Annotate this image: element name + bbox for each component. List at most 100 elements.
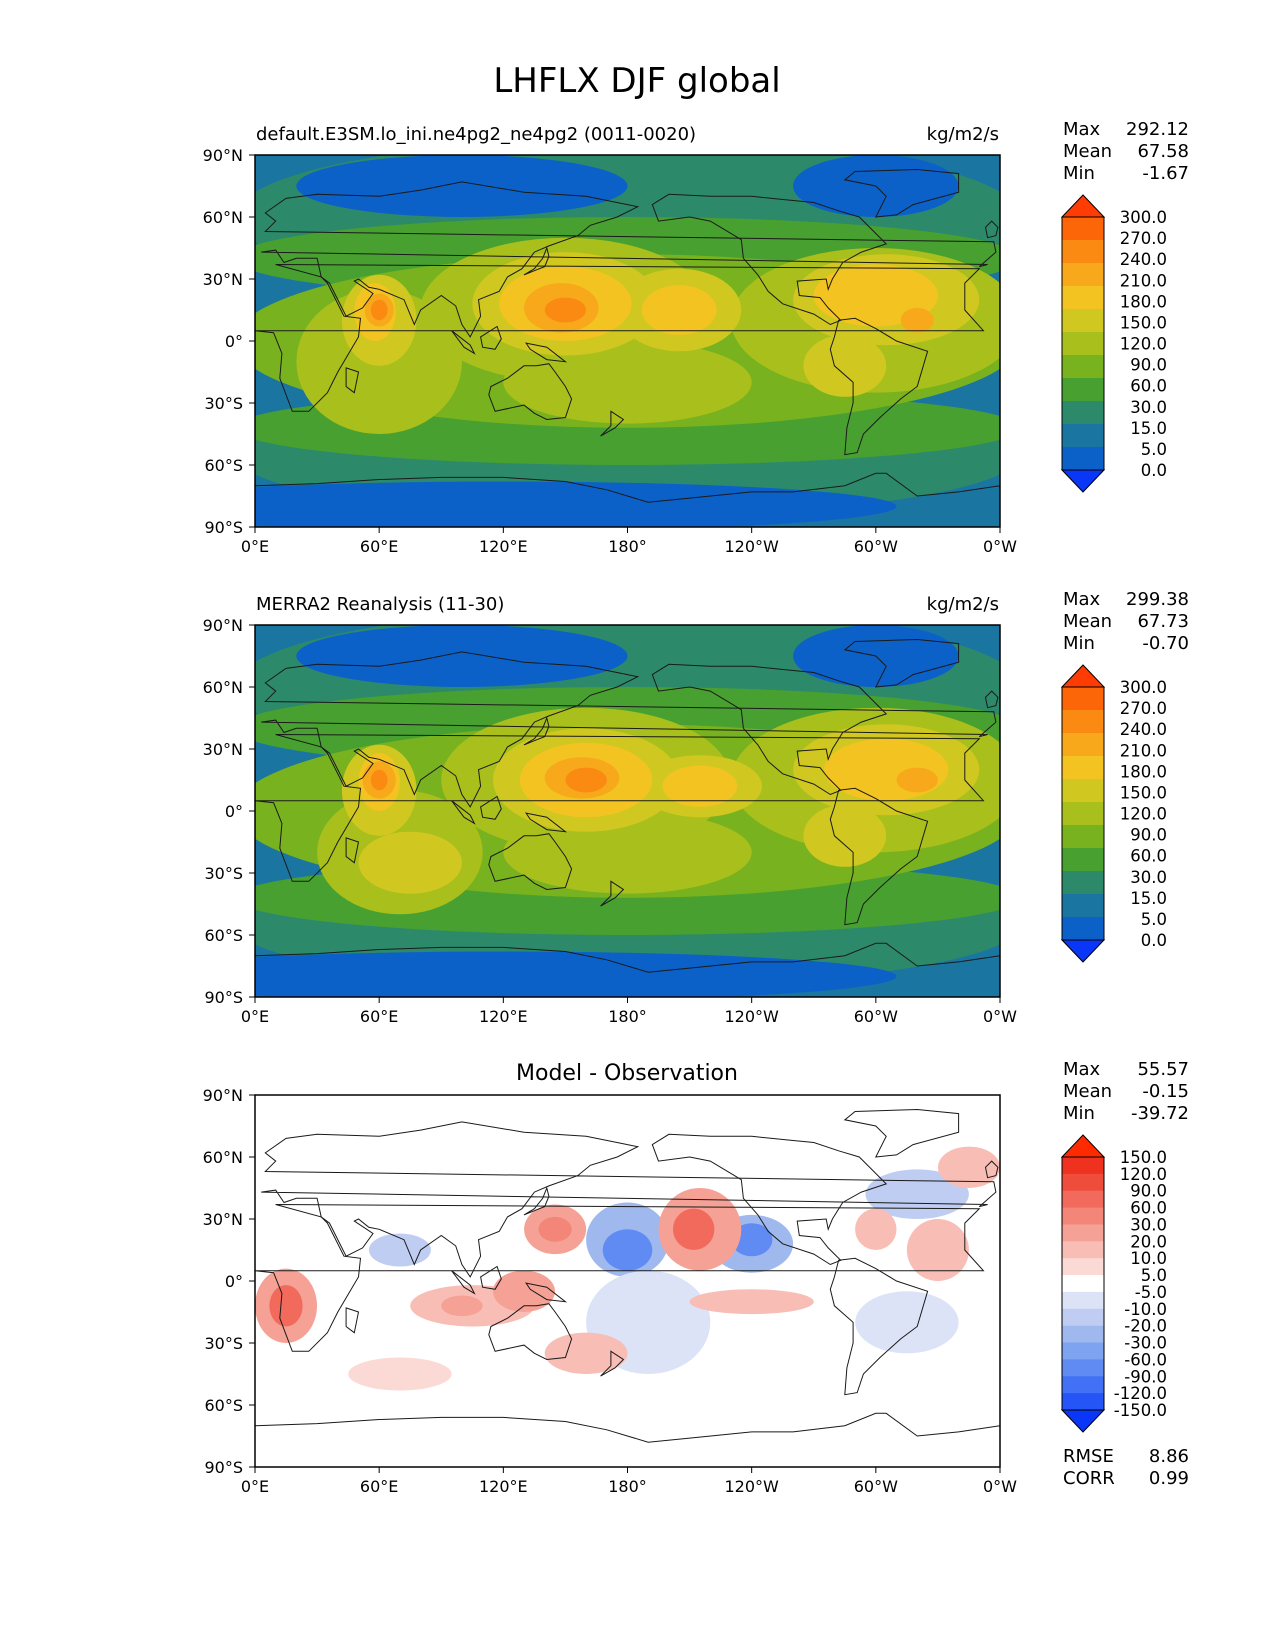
panel-diff-colorbar-label: 30.0 (1130, 1216, 1167, 1235)
panel-diff-coastline-nz (600, 1350, 625, 1377)
stat-max-label: Max (1063, 119, 1101, 140)
panel-diff-colorbar-label: -20.0 (1124, 1317, 1167, 1336)
panel-model-units: kg/m2/s (927, 124, 999, 145)
panel-diff-x-tick-label: 60°W (854, 1477, 898, 1496)
panel-model-y-tick-label: 90°N (203, 146, 243, 165)
panel-obs-coastline-borneo (480, 795, 502, 820)
panel-obs-x-tick-label: 60°E (360, 1007, 398, 1026)
panel-model-colorbar-label: 300.0 (1120, 208, 1167, 227)
panel-model-axes: 0°E 60°E 120°E 180° 120°W 60°W 0°W 90°N 60°N 30°N… (203, 146, 1018, 556)
panel-obs-colorbar: 300.0 270.0 240.0 210.0 180.0 150.0 120.0 90.0 6… (1060, 664, 1167, 963)
stat-mean-value: -0.15 (1142, 1081, 1189, 1102)
panel-diff-coastline-samerica (829, 1257, 929, 1396)
panel-obs-colorbar-label: 60.0 (1130, 847, 1167, 866)
panel-model-coastline-sumatra (451, 330, 476, 355)
panel-obs-colorbar-segment (1062, 687, 1104, 711)
panel-obs-x-tick-label: 120°W (724, 1007, 779, 1026)
panel-obs-colorbar-extend-min (1060, 939, 1106, 963)
panel-obs-colorbar-segment (1062, 917, 1104, 941)
panel-model-colorbar-label: 180.0 (1120, 292, 1167, 311)
panel-obs-colorbar-extend-max (1060, 664, 1106, 688)
panel-diff-x-tick-label: 60°E (360, 1477, 398, 1496)
panel-model-colorbar-label: 5.0 (1141, 440, 1167, 459)
panel-diff-colorbar-label: -5.0 (1135, 1283, 1167, 1302)
panel-diff-x-tick-label: 180° (608, 1477, 647, 1496)
panel-obs-colorbar-label: 90.0 (1130, 826, 1167, 845)
panel-diff-coastline-australia (488, 1303, 573, 1361)
panel-diff-coastline-sumatra (451, 1270, 476, 1295)
panel-diff-contour-region (689, 1289, 814, 1315)
panel-diff-coastline-namerica (651, 1133, 888, 1266)
panel-model-colorbar-label: 270.0 (1120, 229, 1167, 248)
panel-obs-colorbar-segment (1062, 894, 1104, 918)
panel-obs-x-tick-label: 120°E (479, 1007, 528, 1026)
panel-obs-colorbar-label: 150.0 (1120, 783, 1167, 802)
panel-obs-contour-region (896, 767, 938, 793)
panel-obs-colorbar-label: 30.0 (1130, 868, 1167, 887)
panel-obs-coastline-nz (600, 880, 625, 907)
panel-model-coastline-namerica (651, 193, 888, 326)
stat-mean-value: 67.73 (1137, 611, 1189, 632)
panel-diff-colorbar-label: -120.0 (1114, 1384, 1167, 1403)
panel-diff-colorbar-segment (1062, 1241, 1104, 1259)
panel-model-colorbar-label: 30.0 (1130, 398, 1167, 417)
figure-title: LHFLX DJF global (493, 61, 780, 101)
panel-obs-colorbar-label: 270.0 (1120, 699, 1167, 718)
panel-obs-y-tick-label: 90°N (203, 616, 243, 635)
panel-model-coastline-greenland (843, 168, 960, 218)
panel-diff-coastline-newguinea (525, 1282, 568, 1303)
panel-diff-contour-region (602, 1229, 653, 1271)
panel-obs: MERRA2 Reanalysis (11-30) kg/m2/s 0°E 60°… (203, 589, 1189, 1026)
panel-diff-colorbar-segment (1062, 1291, 1104, 1310)
panel-obs-colorbar-label: 210.0 (1120, 741, 1167, 760)
panel-diff-y-tick-label: 90°S (204, 1458, 243, 1477)
panel-obs-contour-region (358, 831, 462, 894)
panel-diff-colorbar-segment (1062, 1224, 1104, 1242)
panel-obs-colorbar-label: 300.0 (1120, 678, 1167, 697)
panel-model-y-tick-label: 90°S (204, 518, 243, 537)
panel-diff-contour-region (731, 1223, 773, 1257)
panel-diff-colorbar-extend-min (1060, 1409, 1106, 1433)
panel-obs-y-tick-label: 90°S (204, 988, 243, 1007)
panel-diff-contour-region (855, 1208, 897, 1251)
panel-model-x-tick-label: 60°W (854, 537, 898, 556)
panel-obs-coastline-madagascar (345, 837, 360, 864)
panel-model-colorbar-label: 0.0 (1141, 461, 1167, 480)
panel-diff-colorbar-segment (1062, 1190, 1104, 1209)
panel-diff-contour-region (441, 1295, 483, 1317)
panel-diff-title: Model - Observation (516, 1061, 738, 1086)
panel-model-x-tick-label: 120°W (724, 537, 779, 556)
panel-diff-y-tick-label: 60°S (204, 1396, 243, 1415)
panel-diff-contour-region (348, 1357, 452, 1391)
panel-model-title: default.E3SM.lo_ini.ne4pg2_ne4pg2 (0011-… (256, 124, 696, 145)
panel-obs-contour-region (662, 765, 738, 807)
corr-value: 0.99 (1149, 1468, 1189, 1489)
panel-diff-colorbar-label: -10.0 (1124, 1300, 1167, 1319)
panel-obs-coastline-antarctica (255, 942, 1000, 973)
panel-model-y-tick-label: 60°N (203, 208, 243, 227)
panel-model-colorbar-label: 150.0 (1120, 313, 1167, 332)
panel-diff-contour-region (368, 1233, 431, 1267)
panel-diff-colorbar-segment (1062, 1393, 1104, 1411)
panel-obs-coastline-greenland (843, 638, 960, 688)
panel-obs-colorbar-segment (1062, 802, 1104, 826)
panel-obs-contour-region (370, 769, 388, 791)
panel-diff-coastline-borneo (480, 1265, 502, 1290)
panel-model-map (255, 155, 1000, 527)
panel-diff-y-tick-label: 90°N (203, 1086, 243, 1105)
panel-diff-colorbar-label: 90.0 (1130, 1182, 1167, 1201)
stat-min-label: Min (1063, 163, 1095, 184)
panel-model-stats: Max 292.12 Mean 67.58 Min -1.67 (1063, 119, 1189, 184)
panel-model-coastline-uk (984, 220, 999, 239)
stat-min-label: Min (1063, 633, 1095, 654)
panel-obs-x-tick-label: 60°W (854, 1007, 898, 1026)
panel-diff-contour-region (855, 1291, 959, 1354)
panel-obs-contour-region (296, 625, 628, 687)
stat-mean-label: Mean (1063, 141, 1112, 162)
panel-obs-x-tick-label: 0°W (983, 1007, 1017, 1026)
panel-obs-coastline-australia (488, 833, 573, 891)
panel-model-colorbar-extend-min (1060, 469, 1106, 493)
panel-model-colorbar-extend-max (1060, 194, 1106, 218)
panel-model-colorbar-segment (1062, 263, 1104, 287)
